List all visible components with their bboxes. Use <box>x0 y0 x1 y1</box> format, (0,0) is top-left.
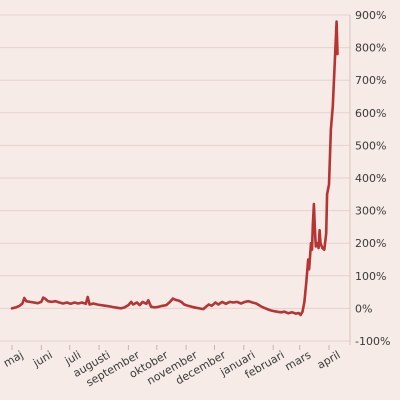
y-tick-label: 0% <box>355 302 372 315</box>
y-tick-label: -100% <box>355 335 390 348</box>
y-axis-ticks: -100% 0% 100% 200% 300% 400% 500% 600% 700% 800% 9… <box>349 9 390 348</box>
x-tick-label: juni <box>30 348 55 370</box>
x-tick-label: april <box>315 348 343 371</box>
x-tick-label: mars <box>283 348 314 373</box>
y-tick-label: 600% <box>355 107 386 120</box>
y-tick-label: 400% <box>355 172 386 185</box>
y-tick-label: 100% <box>355 270 386 283</box>
series-line <box>10 20 339 317</box>
x-tick-label: maj <box>1 348 25 370</box>
y-tick-label: 500% <box>355 139 386 152</box>
x-axis-ticks: maj juni juliaugustiseptemberoktobernovemb… <box>1 345 343 389</box>
y-tick-label: 900% <box>355 9 386 22</box>
y-tick-label: 200% <box>355 237 386 250</box>
gridlines <box>0 14 350 342</box>
y-tick-label: 300% <box>355 205 386 218</box>
y-tick-label: 800% <box>355 42 386 55</box>
y-tick-label: 700% <box>355 74 386 87</box>
